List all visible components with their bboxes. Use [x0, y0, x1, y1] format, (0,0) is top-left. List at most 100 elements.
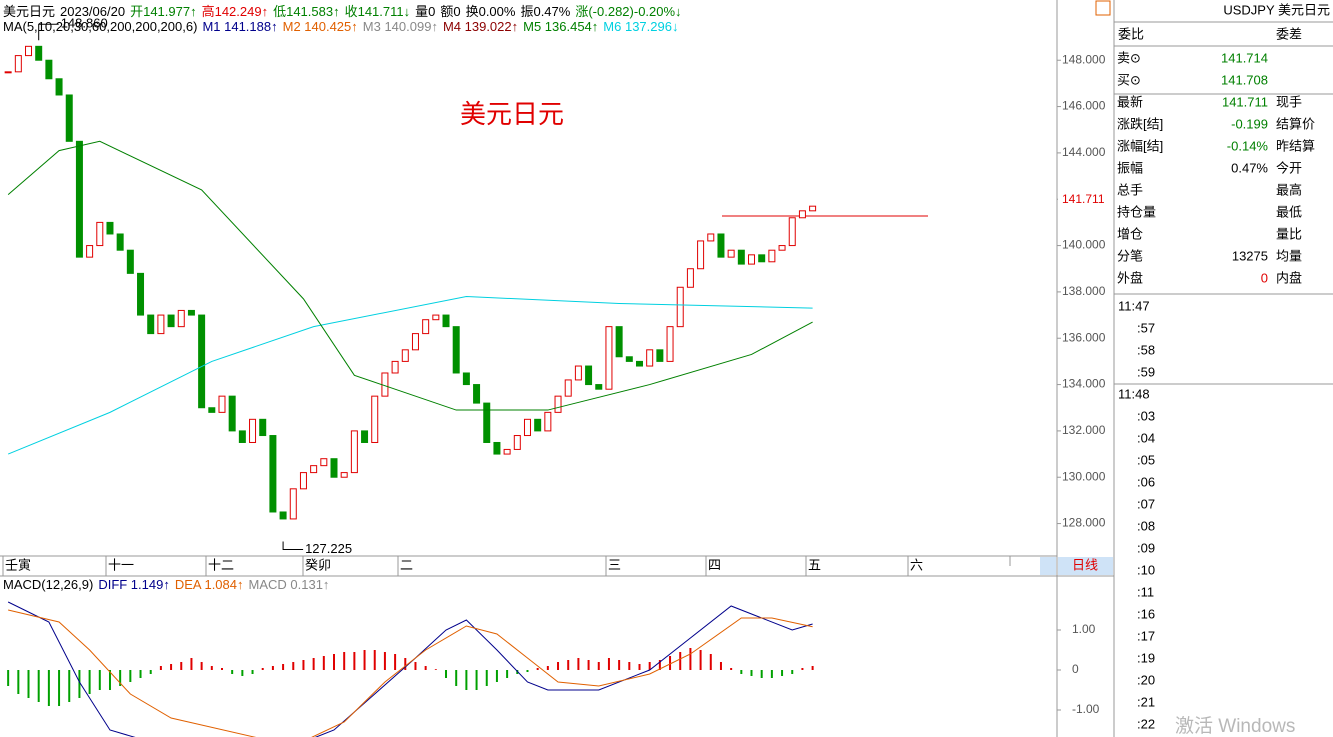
time-entry: :10: [1137, 562, 1155, 577]
legend-item: MACD(12,26,9): [3, 577, 94, 592]
candle: [96, 221, 104, 247]
y-tick-label: 138.000: [1062, 284, 1106, 298]
candle: [778, 245, 786, 251]
candle: [758, 254, 766, 263]
period-label: 癸卯: [305, 557, 331, 572]
candle: [106, 221, 114, 235]
price-tag-bg: [1058, 191, 1112, 208]
quote-value: -0.14%: [1227, 138, 1269, 153]
candle: [259, 418, 267, 437]
legend-item: 美元日元: [3, 4, 56, 19]
candle: [401, 349, 409, 362]
candle: [676, 286, 684, 328]
time-entry: 11:48: [1118, 386, 1150, 401]
quote-label: 振幅: [1117, 160, 1143, 175]
macd-line: [8, 609, 813, 737]
legend-item: M4 139.022↑: [442, 19, 519, 34]
watermark: 激活 Windows: [1175, 715, 1295, 737]
candle: [157, 314, 165, 335]
candle: [483, 402, 491, 443]
quote-label: 涨幅[结]: [1117, 138, 1163, 153]
panel-head: 委比: [1118, 26, 1144, 41]
candle: [137, 272, 145, 316]
candle: [4, 71, 12, 74]
candle: [666, 326, 674, 362]
legend-item: 收141.711↓: [344, 4, 411, 19]
candle: [646, 349, 654, 367]
period-name[interactable]: 日线: [1072, 557, 1098, 572]
period-box[interactable]: [1058, 557, 1113, 575]
time-entry: :07: [1137, 496, 1155, 511]
candle: [14, 55, 22, 73]
annotation-leader: [282, 541, 304, 551]
time-entry: :03: [1137, 408, 1155, 423]
candle: [534, 418, 542, 432]
period-label: 三: [608, 557, 621, 572]
legend-item: 2023/06/20: [60, 4, 126, 19]
y-tick-label: 148.000: [1062, 52, 1106, 66]
quote-label: 卖⊙: [1117, 50, 1141, 65]
candle: [249, 418, 257, 443]
legend-item: 涨(-0.282)-0.20%↓: [575, 4, 682, 19]
candle: [748, 254, 756, 265]
candle: [177, 309, 185, 328]
candle: [513, 435, 521, 450]
candle: [187, 309, 195, 316]
legend-item: DEA 1.084↑: [174, 577, 244, 592]
quote-label: 均量: [1276, 248, 1302, 263]
candle: [65, 94, 73, 142]
candle: [289, 488, 297, 520]
quote-label: 增仓: [1117, 226, 1143, 241]
candle: [299, 472, 307, 490]
candle: [625, 356, 633, 362]
legend-item: M5 136.454↑: [523, 19, 599, 34]
panel-title: USDJPY 美元日元: [1223, 2, 1330, 17]
candle: [452, 326, 460, 374]
candle: [788, 217, 796, 247]
quote-label: 昨结算: [1276, 138, 1315, 153]
candle: [544, 411, 552, 432]
candle: [707, 233, 715, 242]
quote-value: 0.47%: [1231, 160, 1268, 175]
scroll-box[interactable]: [1040, 557, 1056, 575]
candle: [595, 384, 603, 390]
quote-value: 141.714: [1221, 50, 1268, 65]
time-entry: :16: [1137, 606, 1155, 621]
candle: [361, 430, 369, 443]
time-entry: :09: [1137, 540, 1155, 555]
y-tick-label: 128.000: [1062, 516, 1106, 530]
candle: [25, 45, 33, 57]
candle: [717, 233, 725, 258]
candle: [493, 441, 501, 455]
quote-value: 141.711: [1222, 94, 1268, 109]
candle: [35, 45, 43, 61]
legend-item: DIFF 1.149↑: [98, 577, 170, 592]
icon-box[interactable]: [1095, 0, 1111, 16]
time-entry: :11: [1137, 584, 1154, 599]
time-entry: :05: [1137, 452, 1155, 467]
ma-line: [7, 296, 813, 455]
quote-label: 最低: [1276, 204, 1302, 219]
quote-label: 结算价: [1276, 116, 1315, 131]
candle: [656, 349, 664, 362]
quote-label: 涨跌[结]: [1117, 116, 1163, 131]
candle: [462, 372, 470, 386]
candle: [75, 140, 83, 258]
candle: [585, 365, 593, 386]
candle: [442, 314, 450, 328]
legend-item: 振0.47%: [520, 4, 571, 19]
time-entry: 11:47: [1118, 298, 1150, 313]
legend-item: M1 141.188↑: [202, 19, 278, 34]
last-price: 141.711: [1062, 192, 1105, 206]
quote-label: 买⊙: [1117, 72, 1141, 87]
period-label: 四: [708, 557, 721, 572]
candle: [503, 448, 511, 455]
candle: [768, 249, 776, 263]
candle: [86, 245, 94, 258]
period-label: 壬寅: [5, 557, 31, 572]
annotation-leader: [38, 23, 59, 41]
candle: [45, 59, 53, 80]
candle: [218, 395, 226, 413]
